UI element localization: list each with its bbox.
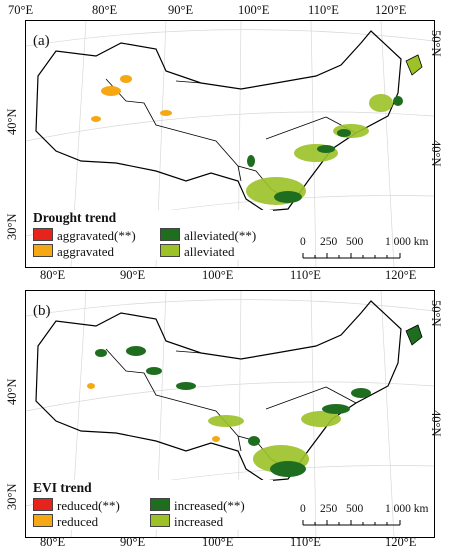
- swatch-icon: [160, 228, 180, 241]
- left-tick-label: 30°N: [5, 213, 19, 240]
- swatch-icon: [33, 228, 53, 241]
- scale-tick-label: 1 000 km: [385, 503, 429, 515]
- top-tick-label: 110°E: [308, 3, 339, 17]
- legend-label: aggravated: [57, 244, 115, 259]
- legend-label: aggravated(**): [57, 228, 136, 243]
- top-tick-label: 80°E: [92, 3, 118, 17]
- scale-bar-graphic: [302, 253, 401, 259]
- left-tick-label: 40°N: [5, 108, 19, 135]
- map-canvas: [26, 291, 434, 537]
- right-tick-label: 40°N: [429, 140, 443, 167]
- legend-item: increased: [150, 514, 223, 530]
- legend-label: increased: [174, 514, 224, 529]
- bottom-tick-label: 90°E: [120, 268, 146, 282]
- legend-label: reduced: [57, 514, 99, 529]
- map-panel-b: (b) 40°N 30°N 50°N 40°N EVI trend reduce…: [0, 275, 462, 550]
- panel-label: (b): [33, 303, 51, 319]
- bottom-tick-label: 90°E: [120, 535, 146, 549]
- left-tick-label: 30°N: [5, 483, 19, 510]
- bottom-tick-label: 80°E: [40, 535, 66, 549]
- top-tick-label: 90°E: [168, 3, 194, 17]
- right-tick-label: 50°N: [429, 300, 443, 327]
- legend-item: aggravated: [33, 244, 114, 260]
- scale-tick-label: 0: [300, 503, 306, 515]
- bottom-tick-label: 100°E: [202, 268, 234, 282]
- swatch-icon: [150, 514, 170, 527]
- top-tick-label: 70°E: [8, 3, 34, 17]
- legend-item: alleviated(**): [160, 228, 256, 244]
- legend-title: EVI trend: [33, 480, 92, 495]
- legend-label: reduced(**): [57, 498, 120, 513]
- legend: Drought trend aggravated(**) alleviated(…: [33, 210, 273, 260]
- study-region-outline: [35, 300, 402, 482]
- legend-item: reduced(**): [33, 498, 120, 514]
- bottom-tick-label: 110°E: [290, 268, 321, 282]
- scale-tick-label: 250: [320, 236, 338, 248]
- scale-bar-graphic: [302, 520, 401, 526]
- top-tick-label: 100°E: [238, 3, 270, 17]
- bottom-tick-label: 120°E: [385, 268, 417, 282]
- legend: EVI trend reduced(**) increased(**) redu…: [33, 480, 273, 530]
- swatch-icon: [150, 498, 170, 511]
- swatch-icon: [160, 244, 180, 257]
- scale-bar: 0 250 500 1 000 km: [300, 503, 428, 531]
- swatch-icon: [33, 244, 53, 257]
- scale-bar: 0 250 500 1 000 km: [300, 236, 428, 264]
- study-region-outline: [35, 30, 402, 212]
- panel-label: (a): [33, 33, 50, 49]
- swatch-icon: [33, 514, 53, 527]
- legend-label: alleviated(**): [184, 228, 257, 243]
- right-tick-label: 50°N: [429, 30, 443, 57]
- left-tick-label: 40°N: [5, 378, 19, 405]
- legend-item: increased(**): [150, 498, 245, 514]
- top-tick-label: 120°E: [375, 3, 407, 17]
- legend-item: reduced: [33, 514, 98, 530]
- map-panel-a: 70°E 80°E 90°E 100°E 110°E 120°E: [5, 3, 443, 282]
- legend-label: alleviated: [184, 244, 235, 259]
- legend-item: aggravated(**): [33, 228, 136, 244]
- legend-title: Drought trend: [33, 210, 117, 225]
- scale-tick-label: 500: [346, 503, 364, 515]
- bottom-tick-label: 110°E: [290, 535, 321, 549]
- map-canvas: [26, 21, 434, 267]
- right-tick-label: 40°N: [429, 410, 443, 437]
- bottom-tick-label: 100°E: [202, 535, 234, 549]
- bottom-tick-label: 80°E: [40, 268, 66, 282]
- scale-tick-label: 250: [320, 503, 338, 515]
- legend-label: increased(**): [174, 498, 245, 513]
- scale-tick-label: 500: [346, 236, 364, 248]
- scale-tick-label: 1 000 km: [385, 236, 429, 248]
- bottom-tick-label: 120°E: [385, 535, 417, 549]
- swatch-icon: [33, 498, 53, 511]
- scale-tick-label: 0: [300, 236, 306, 248]
- legend-item: alleviated: [160, 244, 235, 260]
